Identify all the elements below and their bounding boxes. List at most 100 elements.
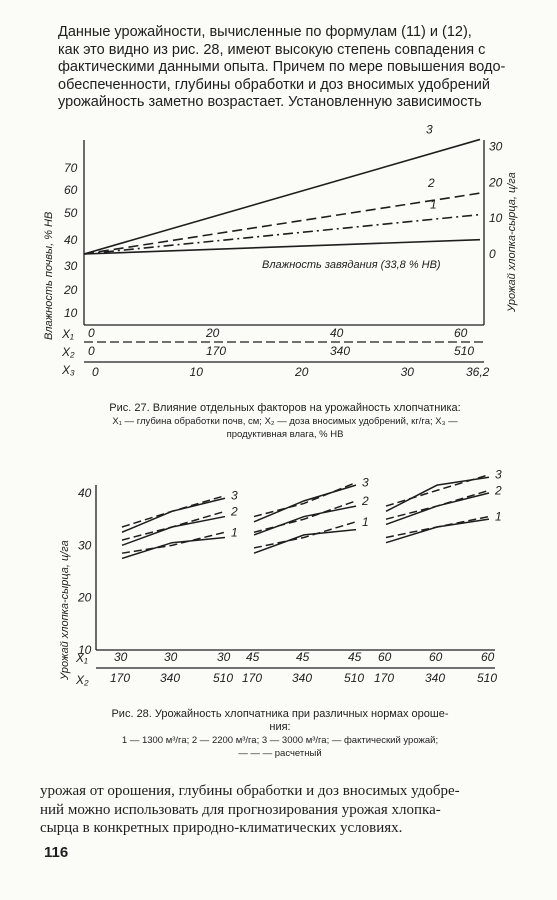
calculated-yield-line	[121, 531, 226, 554]
wilting-curve-label: Влажность завядания (33,8 % НВ)	[262, 259, 441, 271]
top-paragraph: Данные урожайности, вычисленные по форму…	[58, 24, 528, 112]
x1-tick-label: 45	[296, 650, 310, 664]
x-tick-label: 20	[294, 365, 309, 379]
actual-yield-line	[253, 528, 357, 554]
actual-yield-line	[253, 484, 357, 523]
x-tick-label: 40	[330, 326, 344, 340]
text-line: урожайность заметно возрастает. Установл…	[58, 94, 482, 110]
calculated-yield-line	[253, 481, 357, 518]
right-y-tick-label: 20	[488, 175, 503, 189]
right-axis-label: Урожай хлопка-сырца, ц/га	[506, 172, 518, 313]
left-axis-label: Влажность почвы, % НВ	[43, 212, 55, 340]
left-y-tick-label: 50	[64, 206, 78, 220]
text-line: ний можно использовать для прогнозирован…	[40, 801, 441, 818]
series-label: 2	[361, 494, 369, 508]
right-y-tick-label: 0	[489, 247, 496, 261]
x-tick-label: 10	[190, 365, 204, 379]
x-tick-label: 170	[206, 344, 226, 358]
caption-line: X₁ — глубина обработки почв, см; X₂ — до…	[112, 416, 458, 427]
x2-tick-label: 510	[344, 671, 364, 685]
x-tick-label: 0	[88, 344, 95, 358]
y-tick-label: 20	[77, 591, 92, 605]
series-label: 3	[231, 489, 238, 503]
series-line	[83, 238, 481, 255]
x-tick-label: 30	[401, 365, 415, 379]
y-tick-label: 30	[78, 538, 92, 552]
series-line	[83, 213, 481, 255]
series-label: 1	[430, 198, 437, 212]
text-line: урожая от орошения, глубины обработки и …	[40, 783, 460, 799]
x-tick-label: 36,2	[466, 365, 490, 379]
calculated-yield-line	[121, 510, 226, 541]
left-y-tick-label: 20	[63, 283, 78, 297]
x2-tick-label: 170	[110, 671, 130, 685]
x-row-name: X₁	[61, 327, 74, 341]
y-axis-label: Урожай хлопка-сырца, ц/га	[59, 540, 71, 681]
figure-28-chart: 40 30 20 10 X₁ X₂ 30 30 30 45 45 45 60 60 60 170 340 510…	[59, 468, 502, 687]
right-y-tick-label: 10	[489, 211, 503, 225]
left-y-tick-label: 30	[64, 259, 78, 273]
x2-tick-label: 510	[477, 671, 497, 685]
text-line: как это видно из рис. 28, имеют высокую …	[58, 41, 486, 58]
calculated-yield-line	[121, 494, 226, 528]
caption-title: Рис. 27. Влияние отдельных факторов на у…	[109, 402, 461, 414]
calculated-yield-line	[385, 515, 490, 539]
series-label: 3	[362, 476, 369, 490]
figure-27-caption: Рис. 27. Влияние отдельных факторов на у…	[60, 402, 510, 441]
x-tick-label: 510	[454, 344, 474, 358]
left-y-tick-label: 60	[64, 183, 78, 197]
series-line	[83, 138, 481, 255]
x-tick-label: 20	[205, 326, 220, 340]
caption-line: продуктивная влага, % НВ	[226, 429, 344, 440]
series-line	[83, 192, 481, 255]
x-tick-label: 340	[330, 344, 350, 358]
x-row-name: X₂	[61, 345, 75, 359]
x1-tick-label: 45	[348, 650, 362, 664]
x-row-name: X₃	[61, 363, 75, 377]
series-label: 2	[494, 483, 502, 497]
series-label: 2	[427, 176, 435, 190]
x1-tick-label: 30	[114, 650, 128, 664]
x2-tick-label: 170	[374, 671, 394, 685]
x2-tick-label: 170	[242, 671, 262, 685]
caption-line: — — — расчетный	[238, 748, 322, 759]
right-y-tick-label: 30	[489, 140, 503, 154]
actual-yield-line	[385, 518, 490, 544]
series-label: 1	[495, 510, 502, 524]
calculated-yield-line	[253, 500, 357, 533]
figure-28-caption: Рис. 28. Урожайность хлопчатника при раз…	[50, 708, 510, 760]
left-y-tick-label: 40	[64, 233, 78, 247]
calculated-yield-line	[385, 473, 490, 507]
series-label: 2	[230, 504, 238, 518]
x-row-name: X₂	[75, 673, 89, 687]
caption-line: 1 — 1300 м³/га; 2 — 2200 м³/га; 3 — 3000…	[121, 735, 439, 746]
series-label: 3	[495, 468, 502, 482]
x-row-name: X₁	[75, 651, 88, 665]
x1-tick-label: 45	[246, 650, 260, 664]
actual-yield-line	[253, 505, 357, 536]
y-tick-label: 40	[78, 486, 92, 500]
x2-tick-label: 340	[160, 671, 180, 685]
text-line: Данные урожайности, вычисленные по форму…	[58, 24, 472, 40]
calculated-yield-line	[253, 521, 357, 549]
caption-title-cont: ния:	[269, 721, 291, 733]
x1-tick-label: 60	[378, 650, 392, 664]
text-line: фактическими данными опыта. Причем по ме…	[58, 59, 506, 75]
x2-tick-label: 340	[292, 671, 312, 685]
actual-yield-line	[121, 536, 226, 560]
x-tick-label: 60	[454, 326, 468, 340]
x-tick-label: 0	[92, 365, 99, 379]
series-label: 1	[362, 515, 369, 529]
x2-tick-label: 340	[425, 671, 445, 685]
text-line: обеспеченности, глубины обработки и доз …	[58, 76, 490, 93]
x-tick-label: 0	[88, 326, 95, 340]
x1-tick-label: 30	[164, 650, 178, 664]
page-number: 116	[44, 844, 69, 861]
x2-tick-label: 510	[213, 671, 233, 685]
actual-yield-line	[121, 515, 226, 547]
x1-tick-label: 30	[217, 650, 231, 664]
series-label: 1	[231, 525, 238, 539]
text-line: сырца в конкретных природно-климатически…	[40, 820, 403, 836]
caption-title: Рис. 28. Урожайность хлопчатника при раз…	[111, 708, 449, 720]
